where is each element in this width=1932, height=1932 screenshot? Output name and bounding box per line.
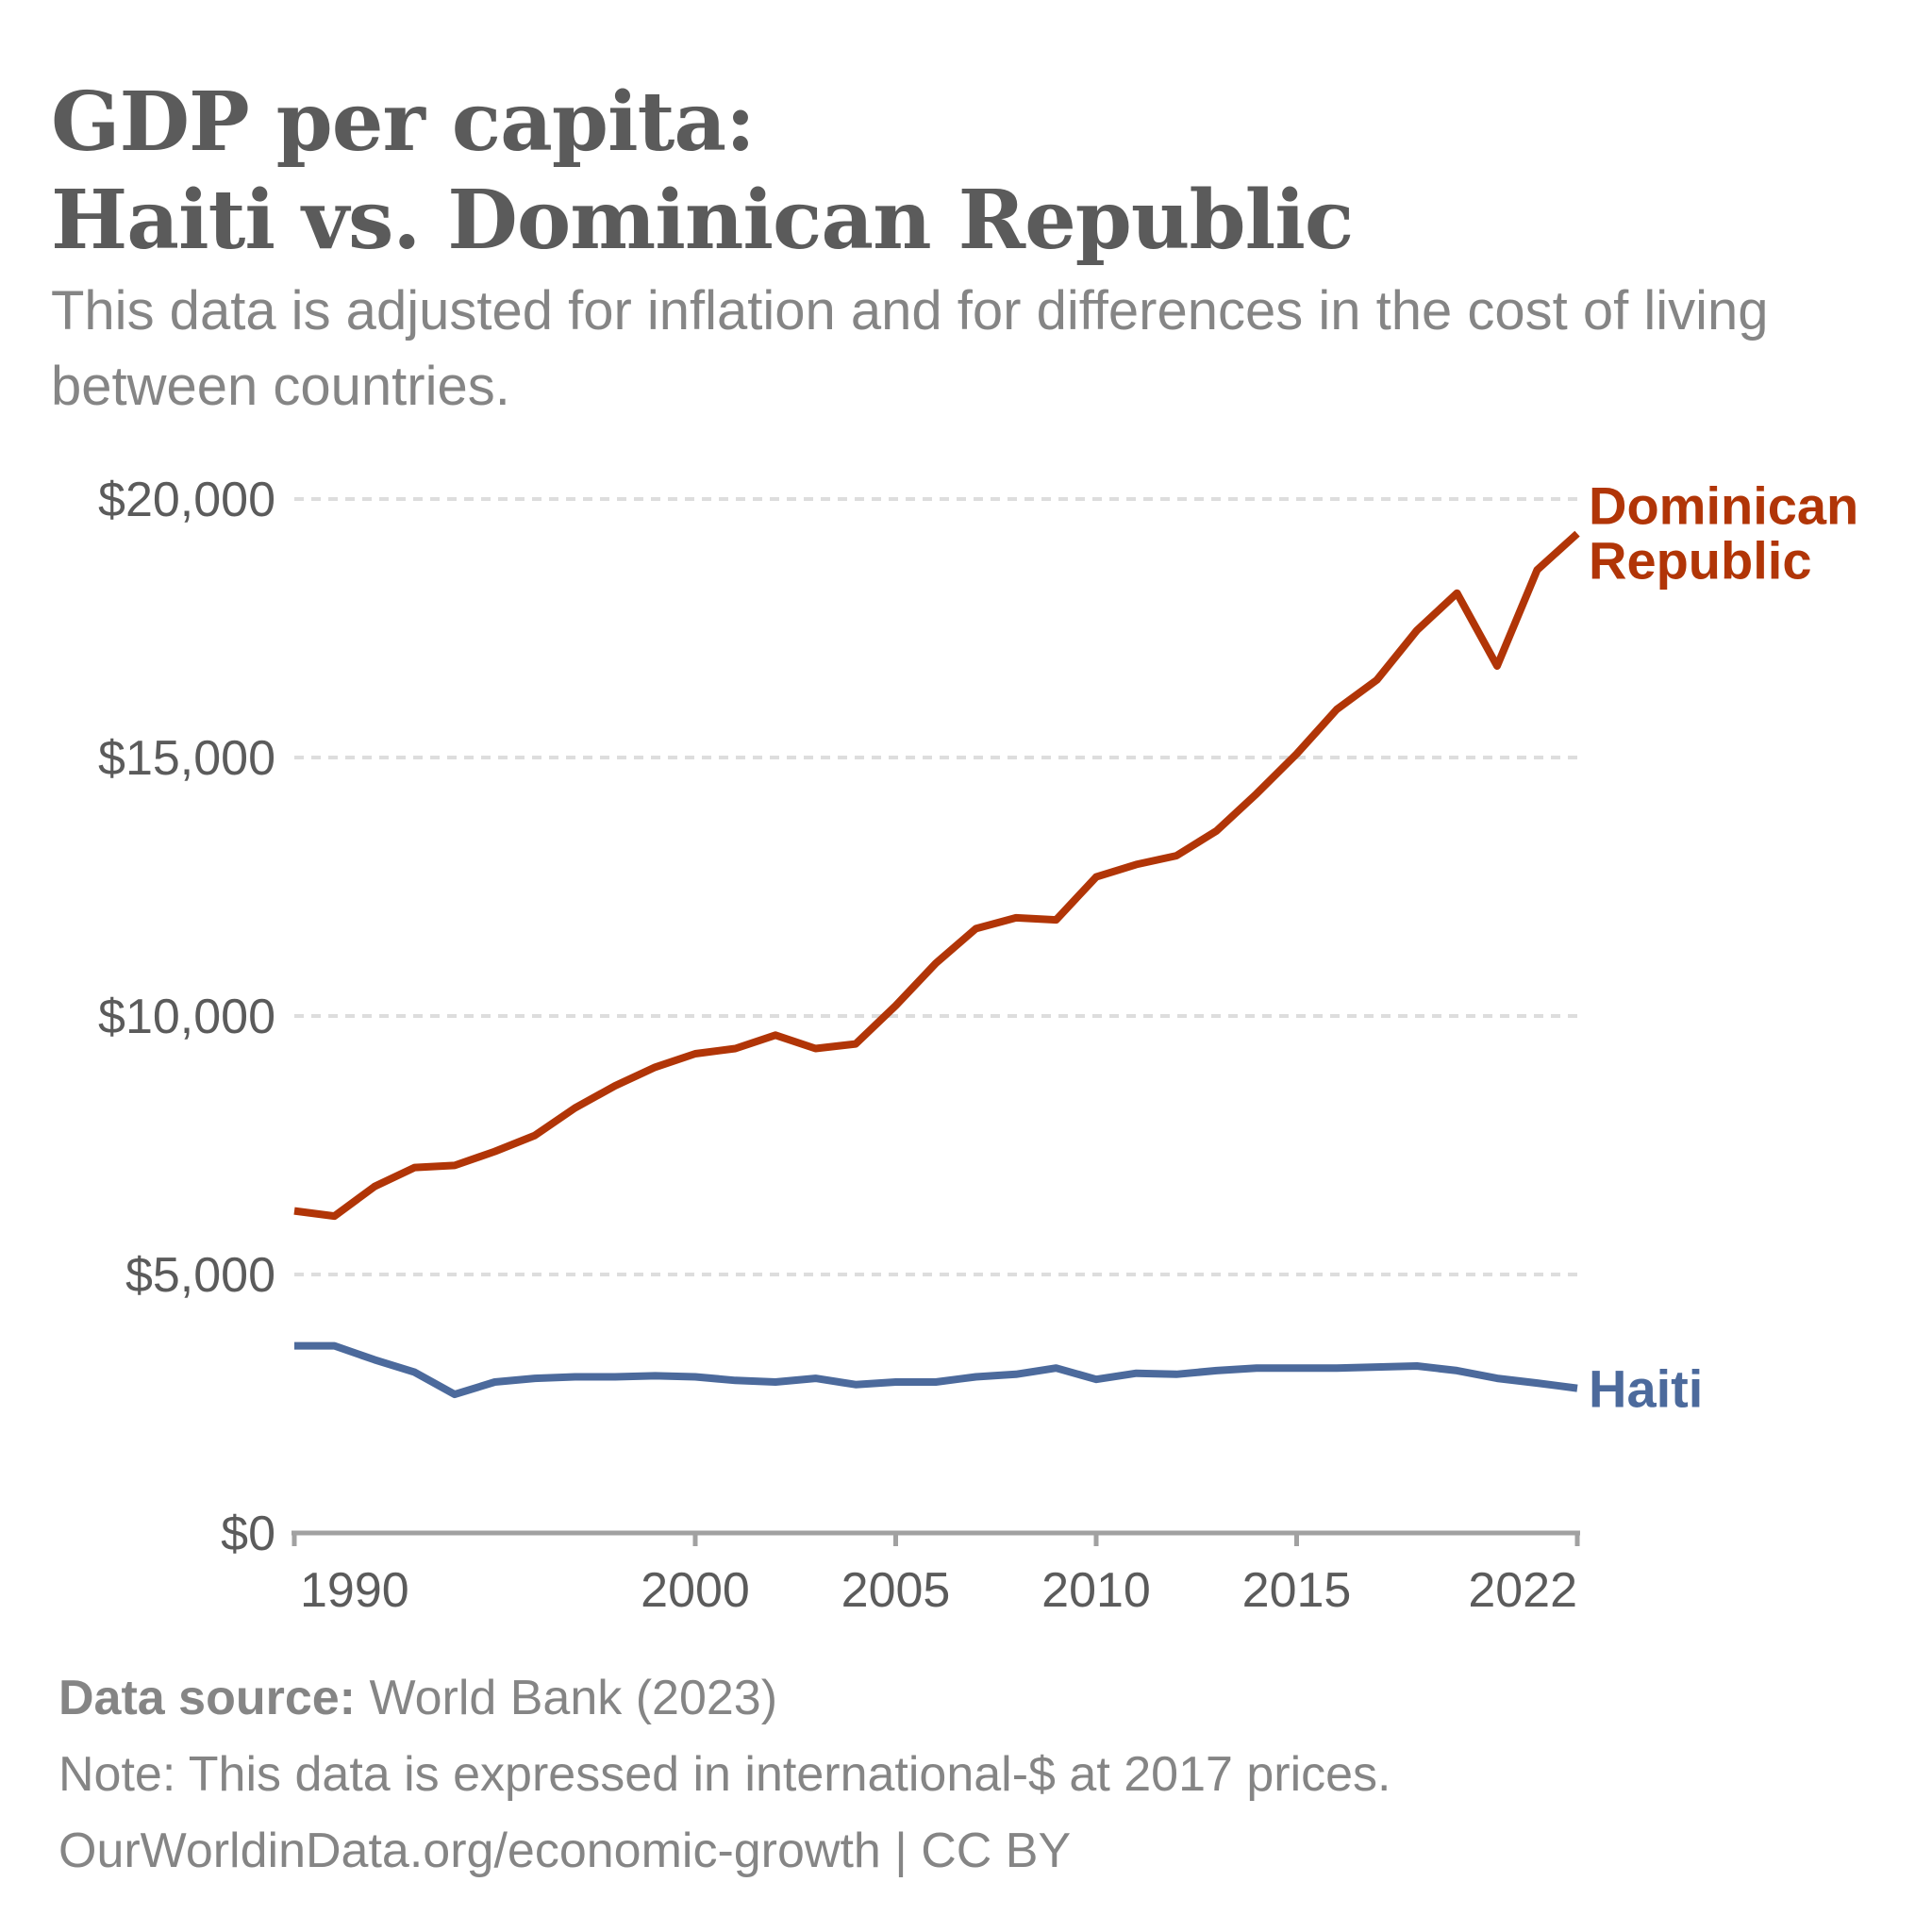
- title-line-1: GDP per capita:: [51, 75, 756, 170]
- title-line-2: Haiti vs. Dominican Republic: [51, 173, 1354, 268]
- footer-url-license[interactable]: OurWorldinData.org/economic-growth | CC …: [58, 1824, 1072, 1878]
- series-label-dominican-republic: Dominican Republic: [1589, 476, 1858, 591]
- x-tick-label: 1990: [300, 1563, 409, 1618]
- series-lines: [293, 530, 1580, 1399]
- x-tick-label: 2022: [1468, 1563, 1577, 1618]
- series-line-dominican-republic[interactable]: [293, 530, 1580, 1221]
- series-labels: Dominican Republic Haiti: [1589, 476, 1858, 1419]
- series-label-line: Haiti: [1589, 1359, 1703, 1419]
- data-source-label: Data source:: [58, 1671, 356, 1725]
- x-tick-label: 2010: [1041, 1563, 1151, 1618]
- footer: Data source: World Bank (2023) Note: Thi…: [58, 1660, 1391, 1890]
- x-axis: 1990 2000 2005 2010 2015 2022: [291, 1530, 1580, 1618]
- x-tick-label: 2015: [1242, 1563, 1352, 1618]
- series-label-haiti: Haiti: [1589, 1359, 1703, 1419]
- series-label-line: Republic: [1589, 531, 1811, 591]
- chart-subtitle: This data is adjusted for inflation and …: [51, 280, 1769, 417]
- y-tick-label: $10,000: [98, 990, 275, 1044]
- x-tick-label: 2005: [841, 1563, 951, 1618]
- y-axis-labels: $0 $5,000 $10,000 $15,000 $20,000: [98, 473, 275, 1561]
- y-tick-label: $5,000: [125, 1248, 275, 1303]
- chart-title: GDP per capita: Haiti vs. Dominican Repu…: [51, 74, 1354, 270]
- y-tick-label: $0: [221, 1507, 275, 1561]
- footer-note: Note: This data is expressed in internat…: [58, 1747, 1391, 1802]
- series-line-haiti[interactable]: [294, 1341, 1578, 1399]
- y-tick-label: $20,000: [98, 473, 275, 527]
- data-source-value: World Bank (2023): [369, 1671, 778, 1725]
- y-tick-label: $15,000: [98, 731, 275, 786]
- data-source: Data source: World Bank (2023): [58, 1660, 1391, 1737]
- series-label-line: Dominican: [1589, 476, 1858, 536]
- x-tick-label: 2000: [641, 1563, 750, 1618]
